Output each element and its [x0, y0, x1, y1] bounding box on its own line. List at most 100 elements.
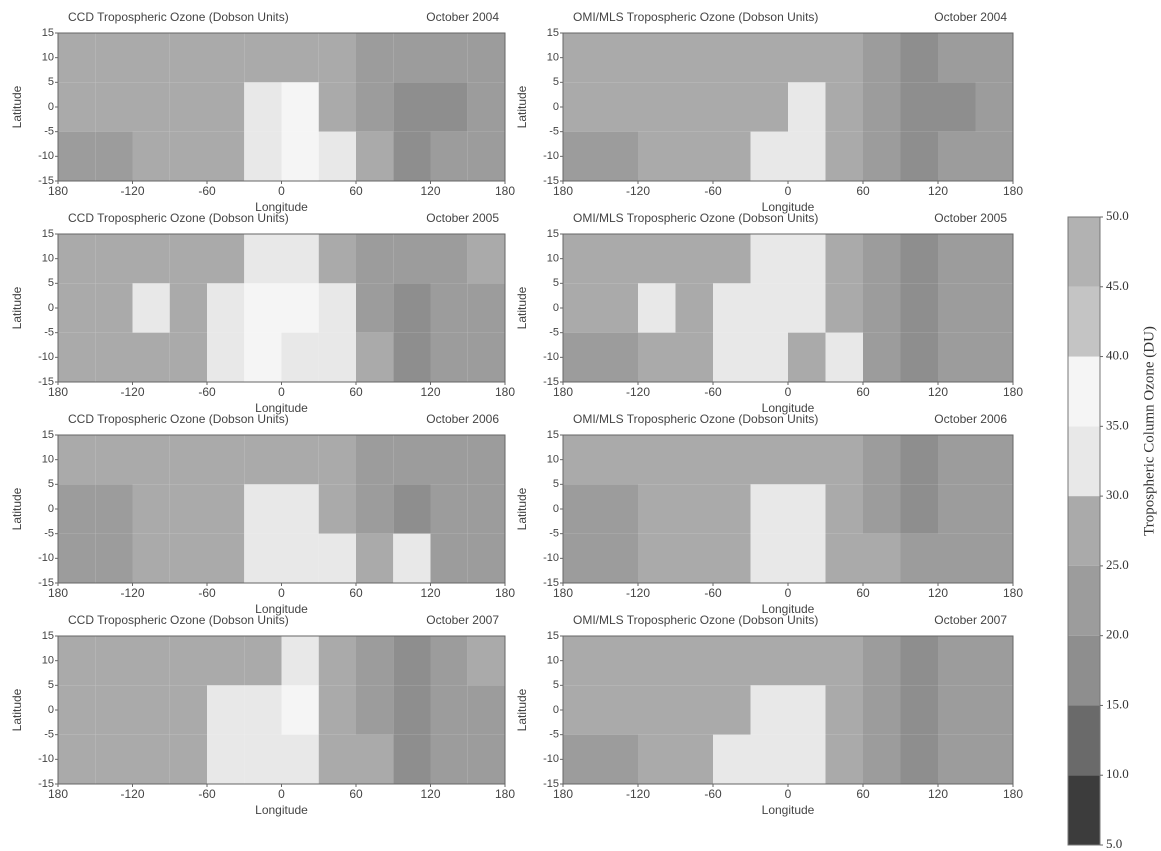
heat-cell: [132, 82, 170, 132]
x-tick-label: 0: [278, 787, 285, 801]
panel-title: CCD Tropospheric Ozone (Dobson Units): [68, 613, 289, 627]
heat-cell: [863, 533, 901, 583]
y-tick-label: 15: [42, 228, 54, 240]
y-tick-label: 0: [553, 704, 559, 716]
heat-cell: [430, 82, 468, 132]
heat-cell: [975, 283, 1013, 333]
heat-cell: [356, 685, 394, 735]
x-tick-label: 60: [856, 586, 870, 600]
y-tick-label: -10: [543, 351, 559, 363]
heat-cell: [563, 234, 601, 284]
heat-cell: [207, 283, 245, 333]
heat-cell: [467, 283, 505, 333]
heat-cell: [169, 234, 207, 284]
heat-cell: [281, 435, 319, 485]
heat-cell: [750, 33, 788, 83]
colorbar-tick-label: 5.0: [1106, 836, 1122, 851]
x-tick-label: 120: [420, 586, 440, 600]
heat-cell: [750, 131, 788, 181]
heat-cell: [938, 484, 976, 534]
heat-cell: [675, 734, 713, 784]
heat-cell: [713, 484, 751, 534]
y-tick-label: -5: [44, 729, 54, 741]
y-tick-label: -15: [38, 376, 54, 388]
heat-cell: [318, 332, 356, 382]
y-tick-label: 0: [553, 503, 559, 515]
heat-cell: [467, 332, 505, 382]
panel-date: October 2004: [934, 10, 1007, 24]
x-tick-label: 60: [349, 184, 363, 198]
heat-cell: [58, 131, 96, 181]
heat-cell: [95, 82, 133, 132]
heat-cell: [467, 734, 505, 784]
heat-cell: [356, 734, 394, 784]
heat-cell: [281, 734, 319, 784]
heat-cell: [393, 484, 431, 534]
heat-cell: [675, 332, 713, 382]
x-tick-label: 120: [928, 586, 948, 600]
heat-cell: [207, 234, 245, 284]
heat-cell: [169, 33, 207, 83]
x-tick-label: -120: [626, 787, 650, 801]
heat-cell: [900, 234, 938, 284]
heat-cell: [95, 435, 133, 485]
heat-cell: [675, 484, 713, 534]
heat-cell: [393, 435, 431, 485]
heat-cell: [356, 533, 394, 583]
heat-cell: [356, 435, 394, 485]
x-tick-label: -120: [626, 184, 650, 198]
heat-cell: [638, 332, 676, 382]
heat-cell: [788, 685, 826, 735]
heat-cell: [132, 332, 170, 382]
y-tick-label: 15: [42, 630, 54, 642]
heat-cell: [600, 734, 638, 784]
heat-cell: [788, 435, 826, 485]
heat-cell: [356, 33, 394, 83]
heat-cell: [207, 332, 245, 382]
x-tick-label: 180: [48, 184, 68, 198]
x-tick-label: 120: [928, 385, 948, 399]
y-axis-label: Latitude: [515, 85, 529, 128]
heat-cell: [58, 484, 96, 534]
panel-title: CCD Tropospheric Ozone (Dobson Units): [68, 412, 289, 426]
x-axis-label: Longitude: [255, 401, 308, 415]
y-tick-label: 5: [553, 679, 559, 691]
heat-cell: [169, 131, 207, 181]
heat-cell: [563, 131, 601, 181]
y-axis-label: Latitude: [515, 487, 529, 530]
heat-cell: [600, 33, 638, 83]
heat-cell: [825, 484, 863, 534]
y-tick-label: -10: [38, 150, 54, 162]
y-tick-label: -10: [38, 552, 54, 564]
heat-cell: [356, 82, 394, 132]
colorbar-band: [1068, 705, 1100, 776]
heat-cell: [600, 636, 638, 686]
heat-cell: [169, 636, 207, 686]
x-tick-label: 180: [48, 385, 68, 399]
heat-cell: [281, 636, 319, 686]
heat-cell: [788, 734, 826, 784]
heat-cell: [938, 636, 976, 686]
y-tick-label: 0: [48, 302, 54, 314]
heat-cell: [95, 533, 133, 583]
heat-cell: [281, 234, 319, 284]
heat-cell: [244, 33, 282, 83]
colorbar-tick-label: 35.0: [1106, 417, 1129, 432]
heat-cell: [900, 131, 938, 181]
heat-cell: [430, 533, 468, 583]
x-tick-label: 60: [349, 586, 363, 600]
heat-cell: [281, 685, 319, 735]
heat-cell: [95, 734, 133, 784]
heat-cell: [900, 33, 938, 83]
panel-date: October 2006: [426, 412, 499, 426]
x-tick-label: 180: [1003, 184, 1023, 198]
y-tick-label: -15: [543, 778, 559, 790]
heat-cell: [393, 332, 431, 382]
y-tick-label: -15: [543, 175, 559, 187]
x-tick-label: 0: [785, 184, 792, 198]
y-tick-label: 10: [42, 454, 54, 466]
y-tick-label: 5: [48, 679, 54, 691]
colorbar-band: [1068, 286, 1100, 357]
heat-cell: [132, 636, 170, 686]
x-axis-label: Longitude: [762, 602, 815, 616]
